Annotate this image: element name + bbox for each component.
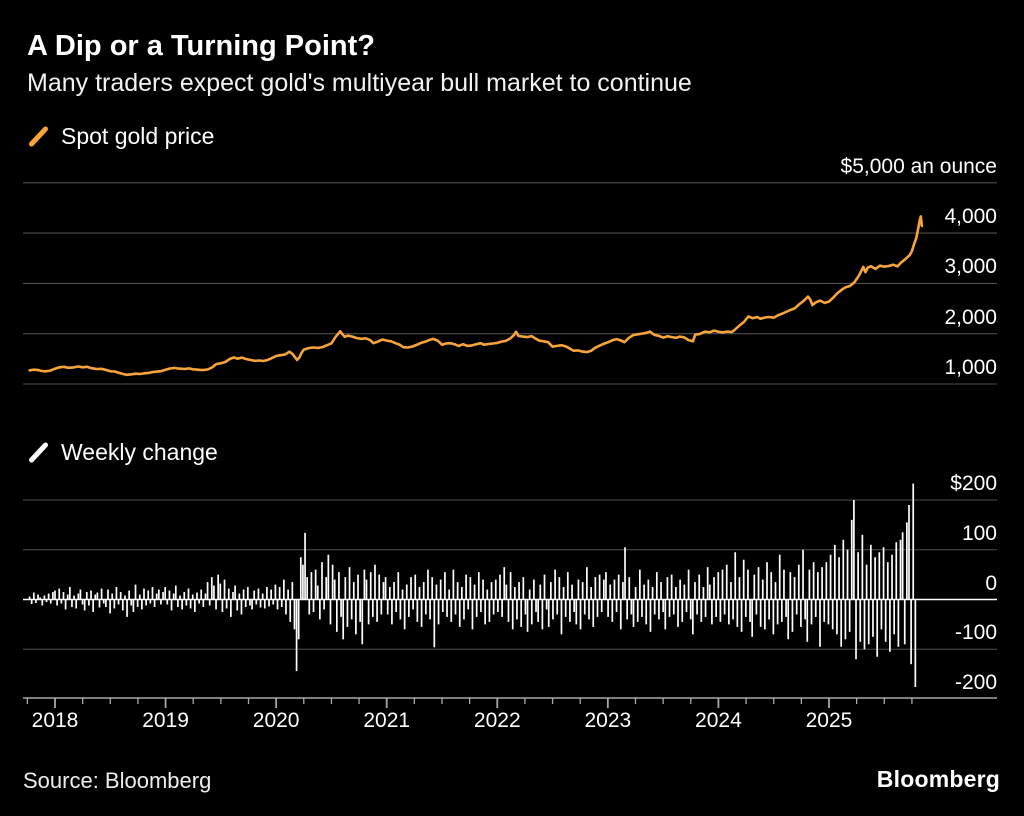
change-axis-label: -100 xyxy=(954,621,997,645)
price-axis-label: 1,000 xyxy=(944,356,997,379)
weekly-slash-icon xyxy=(29,442,48,463)
year-axis-label: 2025 xyxy=(805,709,853,732)
year-axis-label: 2019 xyxy=(142,709,189,732)
price-axis-label: 4,000 xyxy=(944,205,997,229)
gold-slash-icon xyxy=(29,126,48,147)
year-axis-label: 2023 xyxy=(584,709,632,732)
price-axis-label: 3,000 xyxy=(944,255,997,279)
year-axis-label: 2024 xyxy=(695,709,742,732)
change-axis-label: 100 xyxy=(961,521,997,545)
change-axis-label: $200 xyxy=(950,472,997,495)
price-axis-label: $5,000 an ounce xyxy=(840,154,997,178)
chart-subtitle: Many traders expect gold's multiyear bul… xyxy=(27,69,692,97)
change-axis-label: -200 xyxy=(954,671,997,694)
legend-spot-gold-label: Spot gold price xyxy=(61,123,215,149)
year-axis-label: 2018 xyxy=(31,709,79,732)
price-axis-label: 2,000 xyxy=(944,305,997,329)
year-axis-label: 2020 xyxy=(252,709,300,732)
bloomberg-logo: Bloomberg xyxy=(876,766,1000,792)
legend-spot-gold: Spot gold price xyxy=(27,123,214,150)
page-title: A Dip or a Turning Point? xyxy=(27,30,375,62)
legend-weekly-change: Weekly change xyxy=(27,439,218,466)
legend-weekly-change-label: Weekly change xyxy=(61,439,218,465)
year-axis-label: 2021 xyxy=(363,709,411,732)
change-axis-label: 0 xyxy=(985,571,997,595)
source-note: Source: Bloomberg xyxy=(23,768,212,793)
year-axis-label: 2022 xyxy=(473,709,521,732)
